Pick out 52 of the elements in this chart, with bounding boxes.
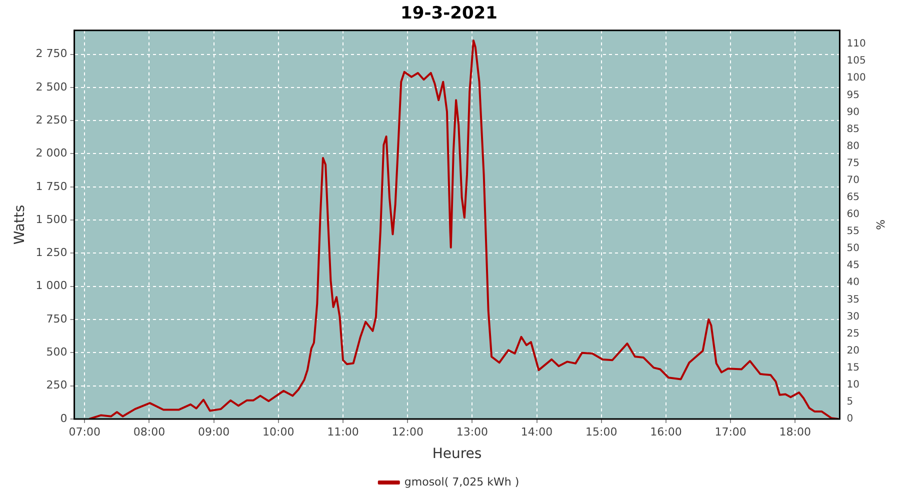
x-tick-label: 14:00 — [520, 425, 553, 438]
y2-tick-label: 60 — [846, 209, 860, 220]
y-tick-label: 0 — [60, 412, 68, 425]
x-tick-label: 13:00 — [456, 425, 488, 438]
y-tick-label: 250 — [46, 378, 68, 392]
x-axis-title: Heures — [432, 446, 482, 462]
y2-tick-label: 55 — [846, 226, 860, 238]
y-tick-label: 1 500 — [36, 212, 68, 226]
y2-tick-label: 45 — [846, 260, 860, 272]
y2-tick-label: 35 — [846, 294, 860, 306]
y2-tick-label: 75 — [846, 158, 860, 169]
y2-tick-label: 20 — [846, 345, 860, 356]
x-tick-label: 18:00 — [779, 425, 811, 438]
y2-tick-label: 65 — [846, 192, 860, 204]
x-tick-label: 08:00 — [133, 425, 166, 438]
y2-tick-label: 85 — [846, 124, 860, 135]
y-tick-label: 2 500 — [36, 80, 68, 94]
y-tick-label: 750 — [46, 312, 68, 326]
y2-tick-label: 25 — [846, 328, 860, 340]
x-tick-label: 11:00 — [327, 425, 359, 438]
y2-tick-label: 105 — [846, 56, 866, 67]
y2-tick-label: 10 — [846, 380, 860, 391]
y2-tick-label: 70 — [846, 174, 860, 186]
y-tick-label: 1 750 — [36, 180, 68, 193]
x-tick-label: 16:00 — [650, 425, 682, 438]
legend-label: gmosol( 7,025 kWh ) — [404, 475, 520, 488]
y2-tick-label: 110 — [846, 38, 866, 50]
x-tick-label: 12:00 — [392, 425, 424, 438]
y-tick-label: 500 — [46, 346, 68, 359]
y-axis-title: Watts — [12, 204, 28, 245]
y2-tick-label: 5 — [846, 396, 854, 408]
y2-tick-label: 30 — [846, 311, 860, 322]
y2-tick-label: 90 — [846, 106, 860, 118]
y2-tick-label: 80 — [846, 140, 860, 152]
x-tick-label: 09:00 — [198, 425, 230, 438]
x-tick-label: 15:00 — [586, 425, 618, 438]
y2-tick-label: 95 — [846, 90, 860, 101]
y-tick-label: 2 000 — [36, 146, 68, 160]
y2-tick-label: 100 — [846, 72, 866, 84]
y2-tick-label: 15 — [846, 362, 860, 374]
y2-tick-label: 40 — [846, 277, 860, 288]
y2-tick-label: 0 — [846, 414, 854, 425]
y-tick-label: 2 250 — [36, 113, 68, 126]
y-tick-label: 1 000 — [36, 279, 68, 292]
y2-tick-label: 50 — [846, 243, 860, 254]
y2-axis-title: % — [874, 219, 887, 230]
chart-title: 19-3-2021 — [400, 4, 498, 24]
y-tick-label: 1 250 — [36, 246, 68, 260]
x-tick-label: 07:00 — [68, 425, 100, 438]
x-tick-label: 17:00 — [714, 425, 746, 438]
x-tick-label: 10:00 — [262, 425, 294, 438]
y-tick-label: 2 750 — [36, 47, 68, 60]
